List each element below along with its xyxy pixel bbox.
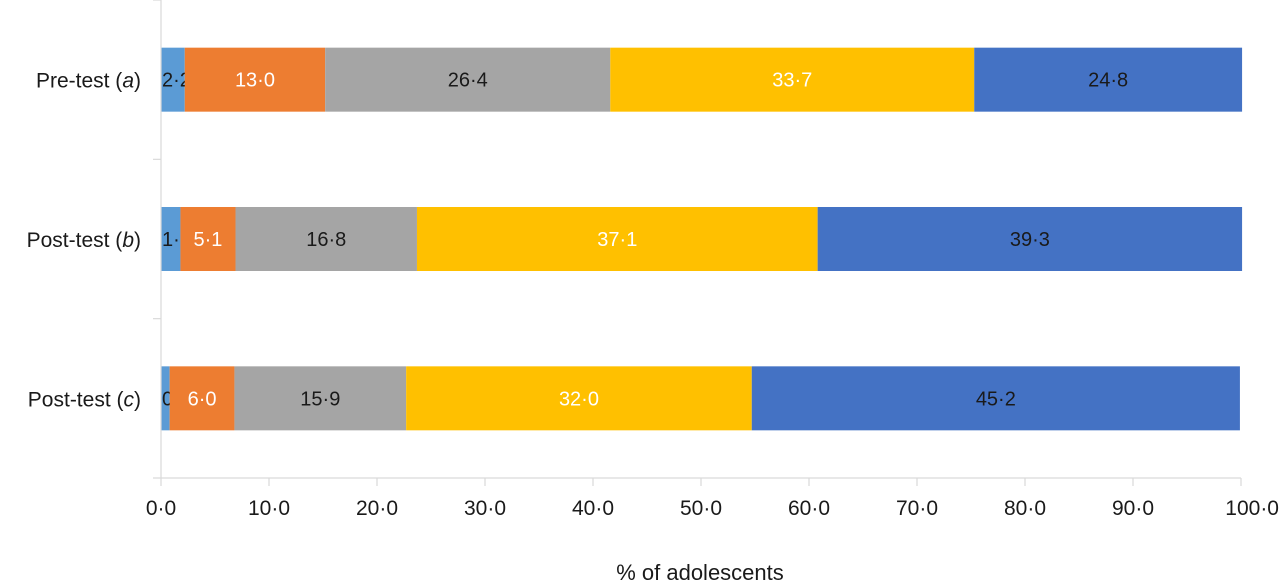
bar-segment: [325, 47, 611, 112]
x-tick-label: 60·0: [788, 497, 830, 520]
data-label: 6·0: [188, 388, 217, 410]
axes-layer: 0·0 10·0 20·0 30·0 40·0 50·0 60·0 70·0 80·0 90·0 1…: [27, 0, 1279, 520]
x-tick-label: 0·0: [146, 497, 176, 520]
bar-segment: [235, 207, 417, 271]
category-label: Pre-test (a): [36, 70, 141, 93]
category-label: Post-test (c): [28, 388, 141, 411]
bar-segment: [184, 47, 326, 112]
data-label: 39·3: [1010, 229, 1050, 251]
bars-layer: 2·213·026·433·724·81·85·116·837·139·30·8…: [161, 47, 1243, 431]
bar-segment: [161, 47, 185, 112]
data-label: 32·0: [559, 388, 599, 410]
data-label: 33·7: [772, 70, 812, 92]
x-tick-label: 40·0: [572, 497, 614, 520]
x-tick-label: 70·0: [896, 497, 938, 520]
x-tick-label: 30·0: [464, 497, 506, 520]
x-tick-label: 100·0: [1225, 497, 1279, 520]
bar-segment: [169, 366, 235, 431]
bar-segment: [751, 366, 1240, 431]
data-label: 13·0: [235, 70, 275, 92]
data-label: 16·8: [306, 229, 346, 251]
category-label: Post-test (b): [27, 229, 141, 252]
x-tick-label: 20·0: [356, 497, 398, 520]
x-tick-label: 80·0: [1004, 497, 1046, 520]
data-label: 15·9: [300, 388, 340, 410]
data-label: 24·8: [1088, 70, 1128, 92]
bar-segment: [817, 207, 1243, 271]
bar-segment: [234, 366, 407, 431]
bar-segment: [416, 207, 818, 271]
bar-segment: [974, 47, 1243, 112]
x-axis-title: % of adolescents: [616, 560, 784, 585]
bar-segment: [180, 207, 236, 271]
data-label: 45·2: [976, 388, 1016, 410]
x-tick-label: 50·0: [680, 497, 722, 520]
bar-segment: [161, 207, 181, 271]
x-tick-label: 10·0: [248, 497, 290, 520]
bar-segment: [406, 366, 752, 431]
x-tick-label: 90·0: [1112, 497, 1154, 520]
data-label: 26·4: [448, 70, 488, 92]
bar-segment: [161, 366, 170, 431]
data-label: 5·1: [194, 229, 223, 251]
data-label: 37·1: [597, 229, 637, 251]
bar-segment: [610, 47, 975, 112]
data-label: 2·2: [162, 70, 191, 92]
